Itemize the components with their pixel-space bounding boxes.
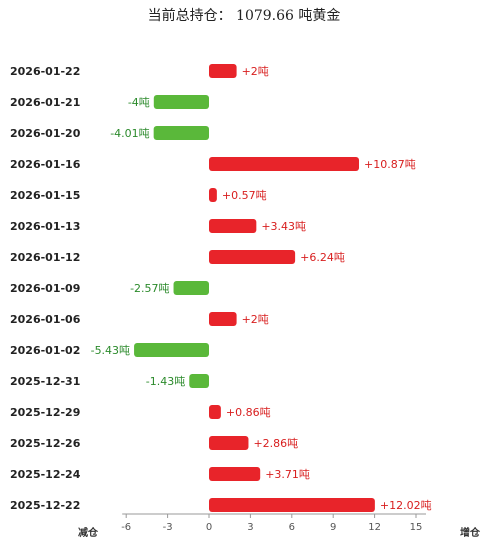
x-axis-left-label: 减仓 <box>78 526 99 539</box>
category-label: 2026-01-09 <box>10 282 80 295</box>
x-tick-label: -6 <box>121 522 131 533</box>
bar <box>209 188 217 202</box>
data-label: +10.87吨 <box>364 158 416 171</box>
x-tick-label: 0 <box>206 522 212 533</box>
category-label: 2026-01-13 <box>10 220 80 233</box>
data-label: +3.43吨 <box>261 220 306 233</box>
bar <box>209 405 221 419</box>
x-tick-label: 12 <box>368 522 381 533</box>
data-label: -1.43吨 <box>146 375 185 388</box>
category-label: 2025-12-22 <box>10 499 80 512</box>
bar <box>153 95 209 109</box>
category-label: 2026-01-22 <box>10 65 80 78</box>
data-label: +0.86吨 <box>226 406 271 419</box>
bar <box>209 498 375 512</box>
x-axis-ticks: -6 -3 0 3 6 9 12 15 <box>121 514 422 533</box>
data-label: -4吨 <box>128 96 150 109</box>
category-label: 2026-01-15 <box>10 189 80 202</box>
data-label: +2吨 <box>242 313 269 326</box>
category-label: 2025-12-24 <box>10 468 81 481</box>
x-tick-label: 15 <box>410 522 423 533</box>
category-label: 2025-12-29 <box>10 406 80 419</box>
bar <box>153 126 209 140</box>
category-label: 2026-01-12 <box>10 251 80 264</box>
data-label: +6.24吨 <box>300 251 345 264</box>
bar <box>134 343 209 357</box>
bar <box>173 281 209 295</box>
category-label: 2026-01-21 <box>10 96 80 109</box>
x-tick-label: 9 <box>330 522 336 533</box>
data-label: +12.02吨 <box>380 499 432 512</box>
bars-group: 2026-01-22 +2吨 2026-01-21 -4吨 2026-01-20 -4.0… <box>10 64 432 512</box>
x-tick-label: -3 <box>163 522 173 533</box>
data-label: +3.71吨 <box>265 468 310 481</box>
category-label: 2025-12-26 <box>10 437 81 450</box>
data-label: -2.57吨 <box>130 282 169 295</box>
category-label: 2025-12-31 <box>10 375 80 388</box>
bar <box>209 219 257 233</box>
data-label: -4.01吨 <box>110 127 149 140</box>
data-label: -5.43吨 <box>91 344 130 357</box>
category-label: 2026-01-06 <box>10 313 81 326</box>
data-label: +2.86吨 <box>253 437 298 450</box>
bar <box>209 436 249 450</box>
data-label: +2吨 <box>242 65 269 78</box>
bar <box>189 374 209 388</box>
category-label: 2026-01-02 <box>10 344 80 357</box>
x-axis-right-label: 增仓 <box>460 526 481 539</box>
category-label: 2026-01-20 <box>10 127 81 140</box>
x-tick-label: 6 <box>289 522 295 533</box>
data-label: +0.57吨 <box>222 189 267 202</box>
x-tick-label: 3 <box>247 522 253 533</box>
bar <box>209 64 237 78</box>
bar <box>209 250 296 264</box>
category-label: 2026-01-16 <box>10 158 81 171</box>
bar <box>209 157 360 171</box>
bar <box>209 312 237 326</box>
bar <box>209 467 261 481</box>
chart-title: 当前总持仓： 1079.66 吨黄金 <box>148 7 341 24</box>
